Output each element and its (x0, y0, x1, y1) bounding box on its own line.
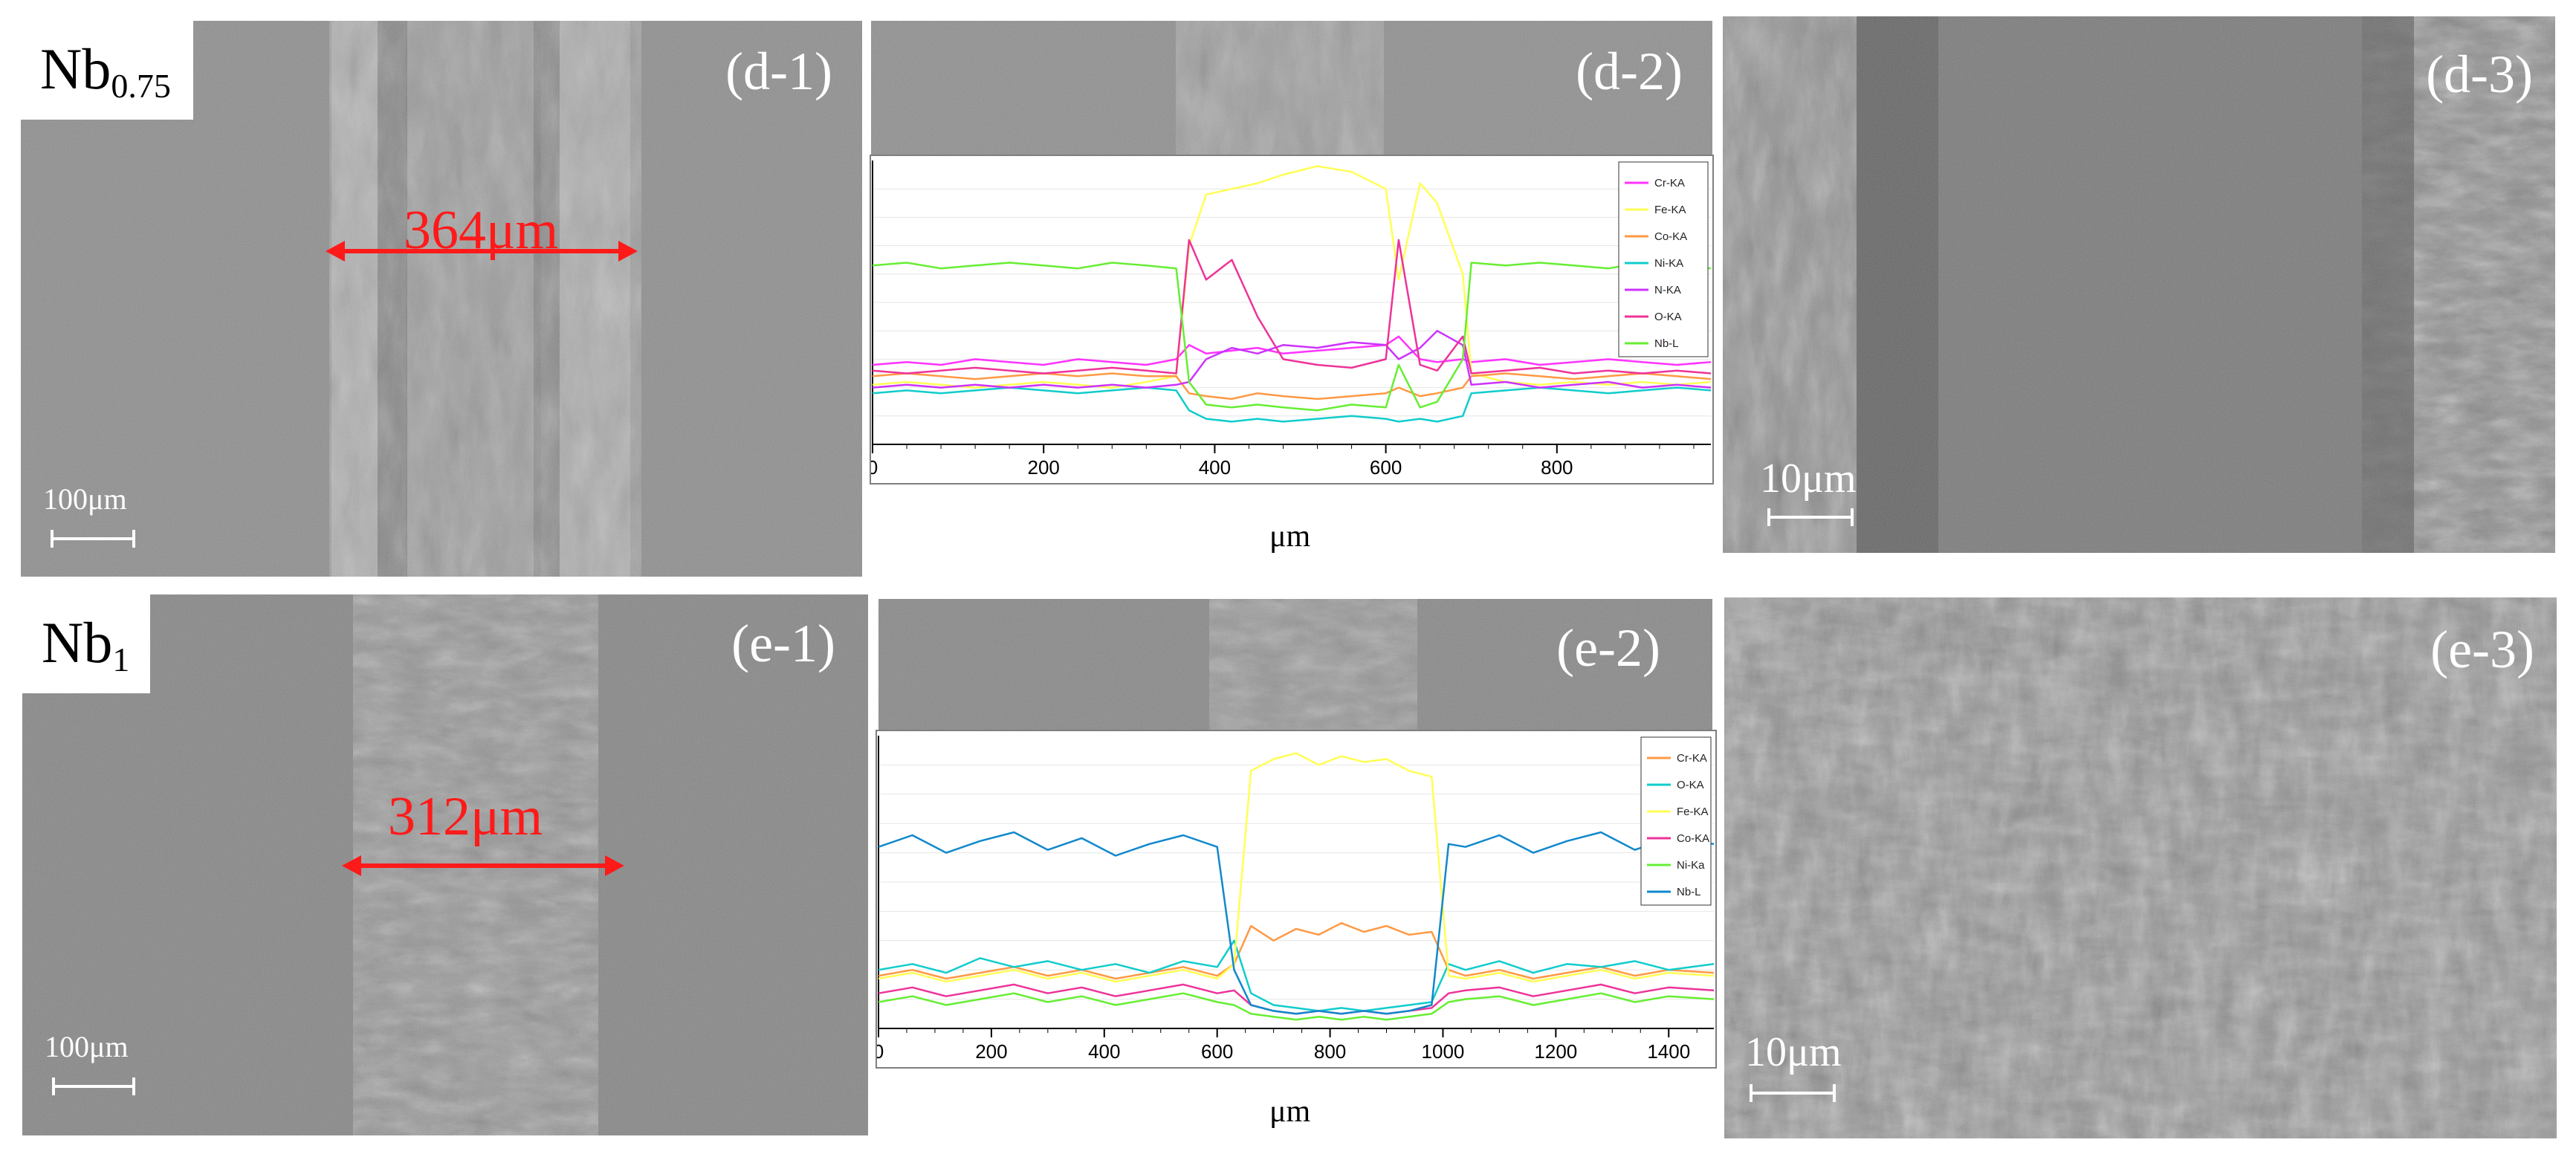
scale-bar-d1 (51, 530, 135, 548)
series-line-cr-ka (878, 921, 1715, 980)
panel-label-d1: (d-1) (725, 42, 832, 101)
sem-panel-e3: (e-3) 10μm (1724, 597, 2557, 1138)
scale-text-d1: 100μm (43, 482, 127, 516)
x-tick-label: 1200 (1534, 1040, 1577, 1063)
x-tick-label: 0 (871, 456, 878, 479)
chart-d2-xlabel: μm (1269, 519, 1311, 554)
chart-d2: 0 200 400 600 800 Cr-KA Fe-KA Co-KA Ni-KA N-KA O-K… (867, 155, 1714, 484)
x-tick-label: 800 (1314, 1040, 1346, 1063)
legend-label: O-KA (1677, 779, 1704, 791)
scale-text-e3: 10μm (1745, 1029, 1842, 1075)
scale-bar-e1 (52, 1077, 135, 1095)
series-line-o-ka (872, 239, 1712, 375)
x-tick-label: 600 (1201, 1040, 1233, 1063)
legend-label: Nb-L (1654, 337, 1679, 350)
x-tick-label: 200 (975, 1040, 1007, 1063)
sample-label-d: Nb0.75 (21, 21, 193, 120)
sem-image-e3 (1724, 597, 2557, 1138)
chart-e2: 0 200 400 600 800 1000 1200 1400 Cr-KA O-KA Fe-KA C… (873, 730, 1717, 1069)
legend-label: Co-KA (1677, 832, 1709, 845)
x-tick-label: 1400 (1647, 1040, 1690, 1063)
sem-panel-e1: Nb1 (e-1) 312μm 100μm (22, 594, 868, 1135)
sample-name: Nb (42, 610, 113, 675)
panel-label-e1: (e-1) (731, 614, 835, 673)
legend-label: N-KA (1654, 284, 1681, 296)
measurement-d1: 364μm (404, 200, 559, 261)
measure-arrow-e1 (342, 855, 624, 876)
legend-label: Fe-KA (1654, 204, 1686, 216)
x-tick-label: 200 (1028, 456, 1060, 479)
measurement-e1: 312μm (388, 786, 543, 847)
sem-panel-e2: (e-2) (878, 599, 1712, 733)
legend-label: Fe-KA (1677, 806, 1709, 818)
panel-label-d2: (d-2) (1576, 42, 1683, 101)
legend-label: Nb-L (1677, 886, 1701, 898)
scale-text-e1: 100μm (45, 1030, 129, 1063)
series-line-nb-l (878, 831, 1715, 1015)
chart-e2-xlabel: μm (1269, 1095, 1311, 1129)
x-tick-label: 1000 (1422, 1040, 1465, 1063)
sem-image-d2 (871, 21, 1712, 155)
chart-e2-plot: 0 200 400 600 800 1000 1200 1400 Cr-KA O-KA Fe-KA C… (873, 736, 1715, 1063)
legend-label: Ni-Ka (1677, 859, 1705, 872)
x-tick-label: 0 (877, 1040, 884, 1063)
measure-arrow-d1 (326, 241, 638, 262)
sample-subscript: 0.75 (111, 67, 171, 105)
legend-label: Cr-KA (1654, 177, 1685, 189)
series-line-o-ka (878, 939, 1715, 1012)
series-line-cr-ka (872, 335, 1712, 366)
series-line-ni-ka (872, 386, 1712, 423)
panel-label-d3: (d-3) (2426, 45, 2533, 104)
sample-name: Nb (40, 36, 111, 101)
x-tick-label: 600 (1370, 456, 1402, 479)
series-line-co-ka (872, 372, 1712, 401)
series-line-n-ka (872, 329, 1712, 389)
panel-label-e2: (e-2) (1556, 618, 1660, 678)
sem-panel-d2: (d-2) (871, 21, 1712, 155)
scale-bar-e3 (1750, 1084, 1836, 1102)
legend-box (1618, 161, 1709, 357)
series-line-ni-ka (878, 992, 1715, 1021)
legend-label: Co-KA (1654, 230, 1687, 243)
x-tick-label: 400 (1088, 1040, 1120, 1063)
legend-box (1640, 736, 1712, 906)
legend-label: O-KA (1654, 311, 1682, 323)
scale-text-d3: 10μm (1760, 456, 1857, 502)
series-line-nb-l (872, 262, 1712, 412)
sem-panel-d1: Nb0.75 (d-1) 364μm 100μm (21, 21, 862, 577)
chart-d2-plot: 0 200 400 600 800 Cr-KA Fe-KA Co-KA Ni-KA N-KA O-K… (867, 161, 1712, 479)
scale-bar-d3 (1767, 508, 1854, 526)
legend-label: Ni-KA (1654, 257, 1683, 270)
x-tick-label: 400 (1199, 456, 1231, 479)
sample-label-e: Nb1 (22, 594, 151, 693)
series-line-fe-ka (872, 165, 1712, 389)
sem-image-d1 (21, 21, 862, 577)
x-tick-label: 800 (1541, 456, 1573, 479)
sem-image-d3 (1723, 16, 2555, 553)
legend-label: Cr-KA (1677, 752, 1707, 765)
panel-label-e3: (e-3) (2430, 620, 2534, 679)
series-line-fe-ka (878, 752, 1715, 983)
sample-subscript: 1 (112, 641, 130, 678)
sem-panel-d3: (d-3) 10μm (1723, 16, 2555, 553)
sem-image-e2 (878, 599, 1712, 733)
